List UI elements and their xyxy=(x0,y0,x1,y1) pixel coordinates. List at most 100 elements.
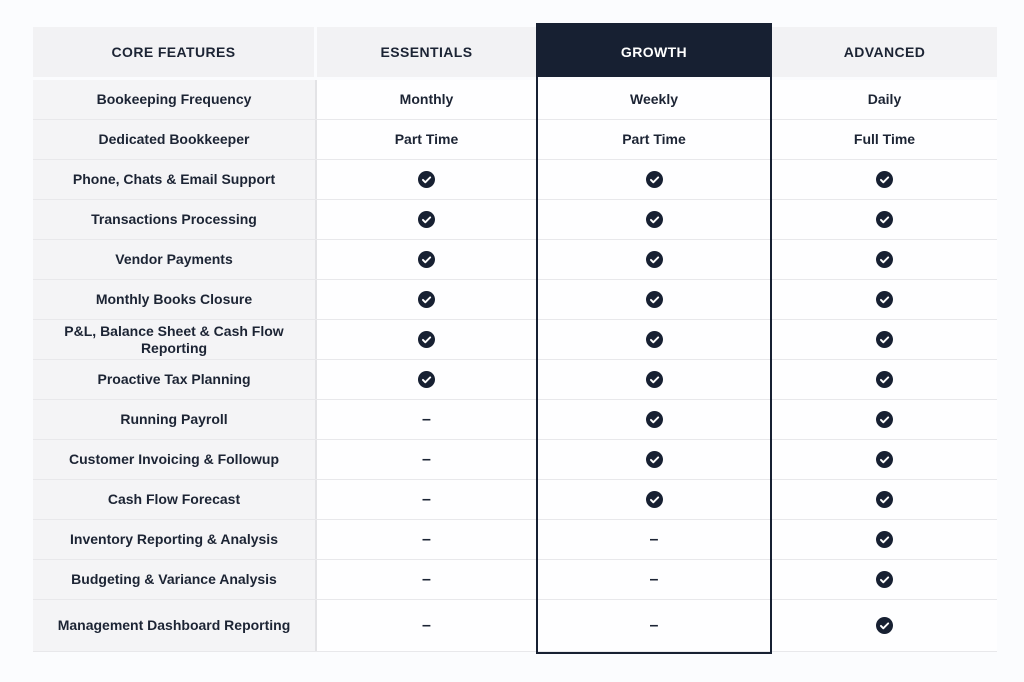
check-circle-icon xyxy=(876,331,893,348)
feature-label-cell: Monthly Books Closure xyxy=(33,280,317,319)
feature-label: Bookeeping Frequency xyxy=(96,91,252,107)
plan-cell xyxy=(317,160,536,199)
feature-label: Budgeting & Variance Analysis xyxy=(71,571,277,587)
plan-value-text: Daily xyxy=(867,91,902,107)
check-circle-icon xyxy=(876,491,893,508)
plan-cell: Part Time xyxy=(536,120,772,159)
column-header-core-features: CORE FEATURES xyxy=(33,27,317,77)
feature-label: Inventory Reporting & Analysis xyxy=(70,531,278,547)
plan-cell xyxy=(772,600,997,651)
feature-label: Transactions Processing xyxy=(91,211,257,227)
plan-value-text: Monthly xyxy=(399,91,454,107)
plan-cell xyxy=(536,240,772,279)
plan-value-text: Part Time xyxy=(622,131,686,147)
plan-cell xyxy=(772,280,997,319)
feature-row: Dedicated Bookkeeper Part Time Part Time… xyxy=(33,120,997,160)
feature-row: Cash Flow Forecast – xyxy=(33,480,997,520)
dash-icon: – xyxy=(422,571,431,588)
check-circle-icon xyxy=(645,411,663,428)
feature-label-cell: Bookeeping Frequency xyxy=(33,80,317,119)
plan-cell: – xyxy=(317,480,536,519)
check-circle-icon xyxy=(645,451,663,468)
plan-cell: – xyxy=(317,560,536,599)
plan-cell xyxy=(317,280,536,319)
table-body: Bookeeping Frequency Monthly Weekly Dail… xyxy=(33,80,997,652)
plan-cell xyxy=(317,360,536,399)
table-header-row: CORE FEATURES ESSENTIALS GROWTH ADVANCED xyxy=(33,23,997,77)
check-circle-icon xyxy=(645,491,663,508)
plan-cell: – xyxy=(317,520,536,559)
check-circle-icon xyxy=(876,451,893,468)
check-circle-icon xyxy=(418,291,435,308)
plan-cell xyxy=(772,320,997,359)
feature-row: Bookeeping Frequency Monthly Weekly Dail… xyxy=(33,80,997,120)
plan-cell: Weekly xyxy=(536,80,772,119)
check-circle-icon xyxy=(418,331,435,348)
plan-cell: – xyxy=(536,560,772,599)
plan-cell: Full Time xyxy=(772,120,997,159)
feature-label-cell: Management Dashboard Reporting xyxy=(33,600,317,651)
plan-cell: Part Time xyxy=(317,120,536,159)
plan-cell xyxy=(317,200,536,239)
dash-icon: – xyxy=(422,411,431,428)
check-circle-icon xyxy=(645,171,663,188)
plan-cell: – xyxy=(536,600,772,651)
feature-label: Monthly Books Closure xyxy=(95,291,253,307)
plan-cell xyxy=(536,320,772,359)
plan-cell xyxy=(772,200,997,239)
feature-row: Inventory Reporting & Analysis – – xyxy=(33,520,997,560)
feature-row: P&L, Balance Sheet & Cash Flow Reporting xyxy=(33,320,997,360)
plan-cell: – xyxy=(317,440,536,479)
feature-row: Transactions Processing xyxy=(33,200,997,240)
feature-row: Phone, Chats & Email Support xyxy=(33,160,997,200)
check-circle-icon xyxy=(876,571,893,588)
feature-label-cell: Dedicated Bookkeeper xyxy=(33,120,317,159)
dash-icon: – xyxy=(649,571,659,588)
check-circle-icon xyxy=(876,531,893,548)
check-circle-icon xyxy=(645,251,663,268)
check-circle-icon xyxy=(645,331,663,348)
dash-icon: – xyxy=(649,617,659,634)
check-circle-icon xyxy=(418,371,435,388)
column-header-essentials: ESSENTIALS xyxy=(317,27,536,77)
comparison-table: CORE FEATURES ESSENTIALS GROWTH ADVANCED… xyxy=(33,23,997,654)
check-circle-icon xyxy=(876,617,893,634)
plan-value-text: Full Time xyxy=(853,131,916,147)
feature-label: Dedicated Bookkeeper xyxy=(98,131,250,147)
feature-row: Vendor Payments xyxy=(33,240,997,280)
plan-cell xyxy=(317,320,536,359)
plan-cell xyxy=(772,560,997,599)
feature-label: Customer Invoicing & Followup xyxy=(69,451,279,467)
advanced-label: ADVANCED xyxy=(843,44,926,60)
dash-icon: – xyxy=(649,531,659,548)
plan-cell xyxy=(536,200,772,239)
feature-row: Monthly Books Closure xyxy=(33,280,997,320)
feature-label-cell: P&L, Balance Sheet & Cash Flow Reporting xyxy=(33,320,317,359)
plan-cell: Daily xyxy=(772,80,997,119)
essentials-label: ESSENTIALS xyxy=(380,44,473,60)
plan-cell xyxy=(317,240,536,279)
plan-cell xyxy=(772,360,997,399)
check-circle-icon xyxy=(876,171,893,188)
plan-cell xyxy=(772,400,997,439)
feature-label-cell: Customer Invoicing & Followup xyxy=(33,440,317,479)
plan-cell xyxy=(772,480,997,519)
plan-cell xyxy=(536,280,772,319)
plan-cell xyxy=(772,160,997,199)
feature-label-cell: Running Payroll xyxy=(33,400,317,439)
plan-cell: – xyxy=(317,600,536,651)
column-header-growth: GROWTH xyxy=(536,23,772,77)
dash-icon: – xyxy=(422,531,431,548)
feature-label-cell: Transactions Processing xyxy=(33,200,317,239)
check-circle-icon xyxy=(645,211,663,228)
plan-cell: – xyxy=(317,400,536,439)
plan-cell xyxy=(536,400,772,439)
feature-label-cell: Proactive Tax Planning xyxy=(33,360,317,399)
check-circle-icon xyxy=(418,251,435,268)
plan-cell: – xyxy=(536,520,772,559)
check-circle-icon xyxy=(645,291,663,308)
feature-row: Budgeting & Variance Analysis – – xyxy=(33,560,997,600)
dash-icon: – xyxy=(422,491,431,508)
feature-label-cell: Vendor Payments xyxy=(33,240,317,279)
